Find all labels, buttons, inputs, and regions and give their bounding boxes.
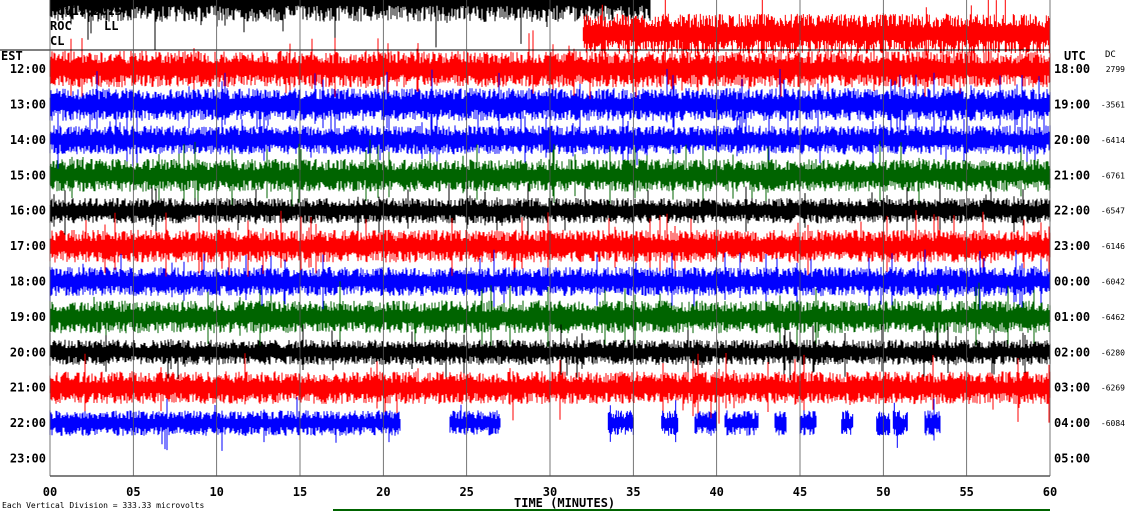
trace-row-12-segment-5 bbox=[724, 410, 759, 436]
dc-label: DC bbox=[1105, 50, 1116, 60]
x-tick-label-00: 00 bbox=[43, 485, 57, 499]
utc-label-10: 02:00 bbox=[1054, 345, 1090, 359]
utc-label-4: 20:00 bbox=[1054, 133, 1090, 147]
dc-value-12: -6084 bbox=[1101, 419, 1125, 428]
dc-value-11: -6269 bbox=[1101, 384, 1125, 393]
utc-label-9: 01:00 bbox=[1054, 310, 1090, 324]
trace-row-12-segment-1 bbox=[449, 404, 501, 436]
est-label-4: 14:00 bbox=[10, 133, 46, 147]
utc-label-12: 04:00 bbox=[1054, 416, 1090, 430]
utc-label-2: 18:00 bbox=[1054, 62, 1090, 76]
trace-row-12-segment-0 bbox=[49, 397, 401, 451]
header-station-code: ROC bbox=[50, 19, 72, 33]
trace-row-12-segment-8 bbox=[841, 410, 854, 435]
x-tick-labels: 00 05 10 15 20 25 30 35 40 45 50 55 60 bbox=[43, 485, 1057, 499]
dc-value-7: -6146 bbox=[1101, 242, 1125, 251]
utc-label-8: 00:00 bbox=[1054, 275, 1090, 289]
dc-value-9: -6462 bbox=[1101, 313, 1125, 322]
x-tick-label-45: 45 bbox=[793, 485, 807, 499]
x-tick-label-40: 40 bbox=[709, 485, 723, 499]
dc-value-2: 2799 bbox=[1106, 65, 1125, 74]
trace-row-12-segment-4 bbox=[694, 410, 717, 436]
header-extra-line: CL bbox=[50, 34, 64, 48]
x-tick-label-50: 50 bbox=[876, 485, 890, 499]
x-tick-label-15: 15 bbox=[293, 485, 307, 499]
dc-value-8: -6042 bbox=[1101, 278, 1125, 287]
utc-label-5: 21:00 bbox=[1054, 168, 1090, 182]
dc-value-3: -3561 bbox=[1101, 101, 1125, 110]
utc-label-3: 19:00 bbox=[1054, 98, 1090, 112]
scale-note: Each Vertical Division = 333.33 microvol… bbox=[2, 501, 204, 510]
x-tick-label-20: 20 bbox=[376, 485, 390, 499]
trace-row-12-segment-6 bbox=[774, 411, 787, 436]
trace-row-12-segment-2 bbox=[607, 405, 634, 442]
x-tick-label-10: 10 bbox=[209, 485, 223, 499]
est-label-6: 16:00 bbox=[10, 204, 46, 218]
x-tick-label-55: 55 bbox=[959, 485, 973, 499]
x-tick-label-25: 25 bbox=[459, 485, 473, 499]
est-label-13: 23:00 bbox=[10, 452, 46, 466]
trace-row-0-segment-0 bbox=[49, 0, 651, 50]
dc-value-4: -6414 bbox=[1101, 136, 1125, 145]
est-label-5: 15:00 bbox=[10, 168, 46, 182]
x-tick-label-30: 30 bbox=[543, 485, 557, 499]
utc-label-13: 05:00 bbox=[1054, 452, 1090, 466]
utc-label-6: 22:00 bbox=[1054, 204, 1090, 218]
minute-gridlines bbox=[0, 0, 1051, 511]
est-label-2: 12:00 bbox=[10, 62, 46, 76]
dc-value-5: -6761 bbox=[1101, 171, 1125, 180]
row-labels: 12:00 18:00 2799 13:00 19:00 -3561 14:00 20:00 -… bbox=[10, 62, 1125, 465]
trace-row-1-segment-0 bbox=[582, 0, 1050, 74]
trace-row-12-segment-3 bbox=[661, 400, 679, 443]
x-tick-label-60: 60 bbox=[1043, 485, 1057, 499]
trace-row-12-segment-10 bbox=[892, 402, 908, 448]
est-label-7: 17:00 bbox=[10, 239, 46, 253]
dc-value-6: -6547 bbox=[1101, 207, 1125, 216]
header-station-tail: LL bbox=[104, 19, 118, 33]
est-label-12: 22:00 bbox=[10, 416, 46, 430]
utc-axis-label: UTC bbox=[1064, 49, 1086, 63]
est-label-9: 19:00 bbox=[10, 310, 46, 324]
utc-label-7: 23:00 bbox=[1054, 239, 1090, 253]
header-date: Nov19,2025 bbox=[50, 4, 122, 18]
dc-value-10: -6280 bbox=[1101, 348, 1125, 357]
x-tick-label-05: 05 bbox=[126, 485, 140, 499]
trace-row-12-segment-7 bbox=[799, 410, 817, 436]
est-label-3: 13:00 bbox=[10, 98, 46, 112]
x-tick-label-35: 35 bbox=[626, 485, 640, 499]
est-axis-label: EST bbox=[1, 49, 23, 63]
est-label-11: 21:00 bbox=[10, 381, 46, 395]
est-label-8: 18:00 bbox=[10, 275, 46, 289]
est-label-10: 20:00 bbox=[10, 345, 46, 359]
utc-label-11: 03:00 bbox=[1054, 381, 1090, 395]
trace-row-12-segment-11 bbox=[924, 398, 941, 441]
x-axis-title: TIME (MINUTES) bbox=[514, 496, 615, 510]
